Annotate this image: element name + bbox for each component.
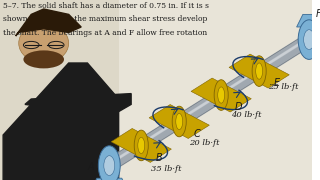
Text: 35 lb·ft: 35 lb·ft: [151, 165, 181, 173]
Polygon shape: [25, 94, 131, 112]
Text: the shaft. The bearings at A and F allow free rotation: the shaft. The bearings at A and F allow…: [3, 29, 207, 37]
Polygon shape: [107, 38, 308, 165]
Text: shown, determine the maximum shear stress develop: shown, determine the maximum shear stres…: [3, 15, 207, 23]
Text: B: B: [155, 153, 162, 163]
Text: 5–7. The solid shaft has a diameter of 0.75 in. If it is s: 5–7. The solid shaft has a diameter of 0…: [3, 2, 209, 10]
Ellipse shape: [134, 130, 148, 161]
Ellipse shape: [218, 87, 225, 103]
Polygon shape: [111, 129, 172, 162]
Ellipse shape: [214, 80, 228, 110]
Text: F: F: [316, 9, 320, 19]
Text: 25 lb·ft: 25 lb·ft: [268, 83, 299, 91]
Ellipse shape: [98, 146, 120, 180]
Ellipse shape: [172, 106, 186, 137]
Polygon shape: [149, 105, 209, 138]
Ellipse shape: [298, 20, 320, 59]
Bar: [0, 0, 131, 180]
Ellipse shape: [138, 137, 145, 154]
Text: D: D: [235, 102, 242, 112]
Polygon shape: [16, 9, 81, 36]
Text: 20 lb·ft: 20 lb·ft: [188, 139, 219, 147]
Polygon shape: [3, 63, 119, 180]
Ellipse shape: [256, 63, 263, 79]
Text: 40 lb·ft: 40 lb·ft: [230, 111, 261, 119]
Polygon shape: [297, 14, 320, 27]
Ellipse shape: [304, 30, 315, 50]
Polygon shape: [103, 36, 316, 169]
Ellipse shape: [23, 50, 64, 68]
Ellipse shape: [252, 56, 266, 86]
Ellipse shape: [104, 156, 115, 176]
Polygon shape: [91, 178, 128, 180]
Polygon shape: [191, 78, 251, 112]
Ellipse shape: [176, 113, 183, 130]
Text: A: A: [87, 162, 94, 172]
Text: C: C: [193, 129, 200, 139]
Bar: [119, 0, 312, 180]
Polygon shape: [229, 54, 289, 88]
Ellipse shape: [19, 23, 69, 63]
Text: E: E: [274, 78, 280, 88]
